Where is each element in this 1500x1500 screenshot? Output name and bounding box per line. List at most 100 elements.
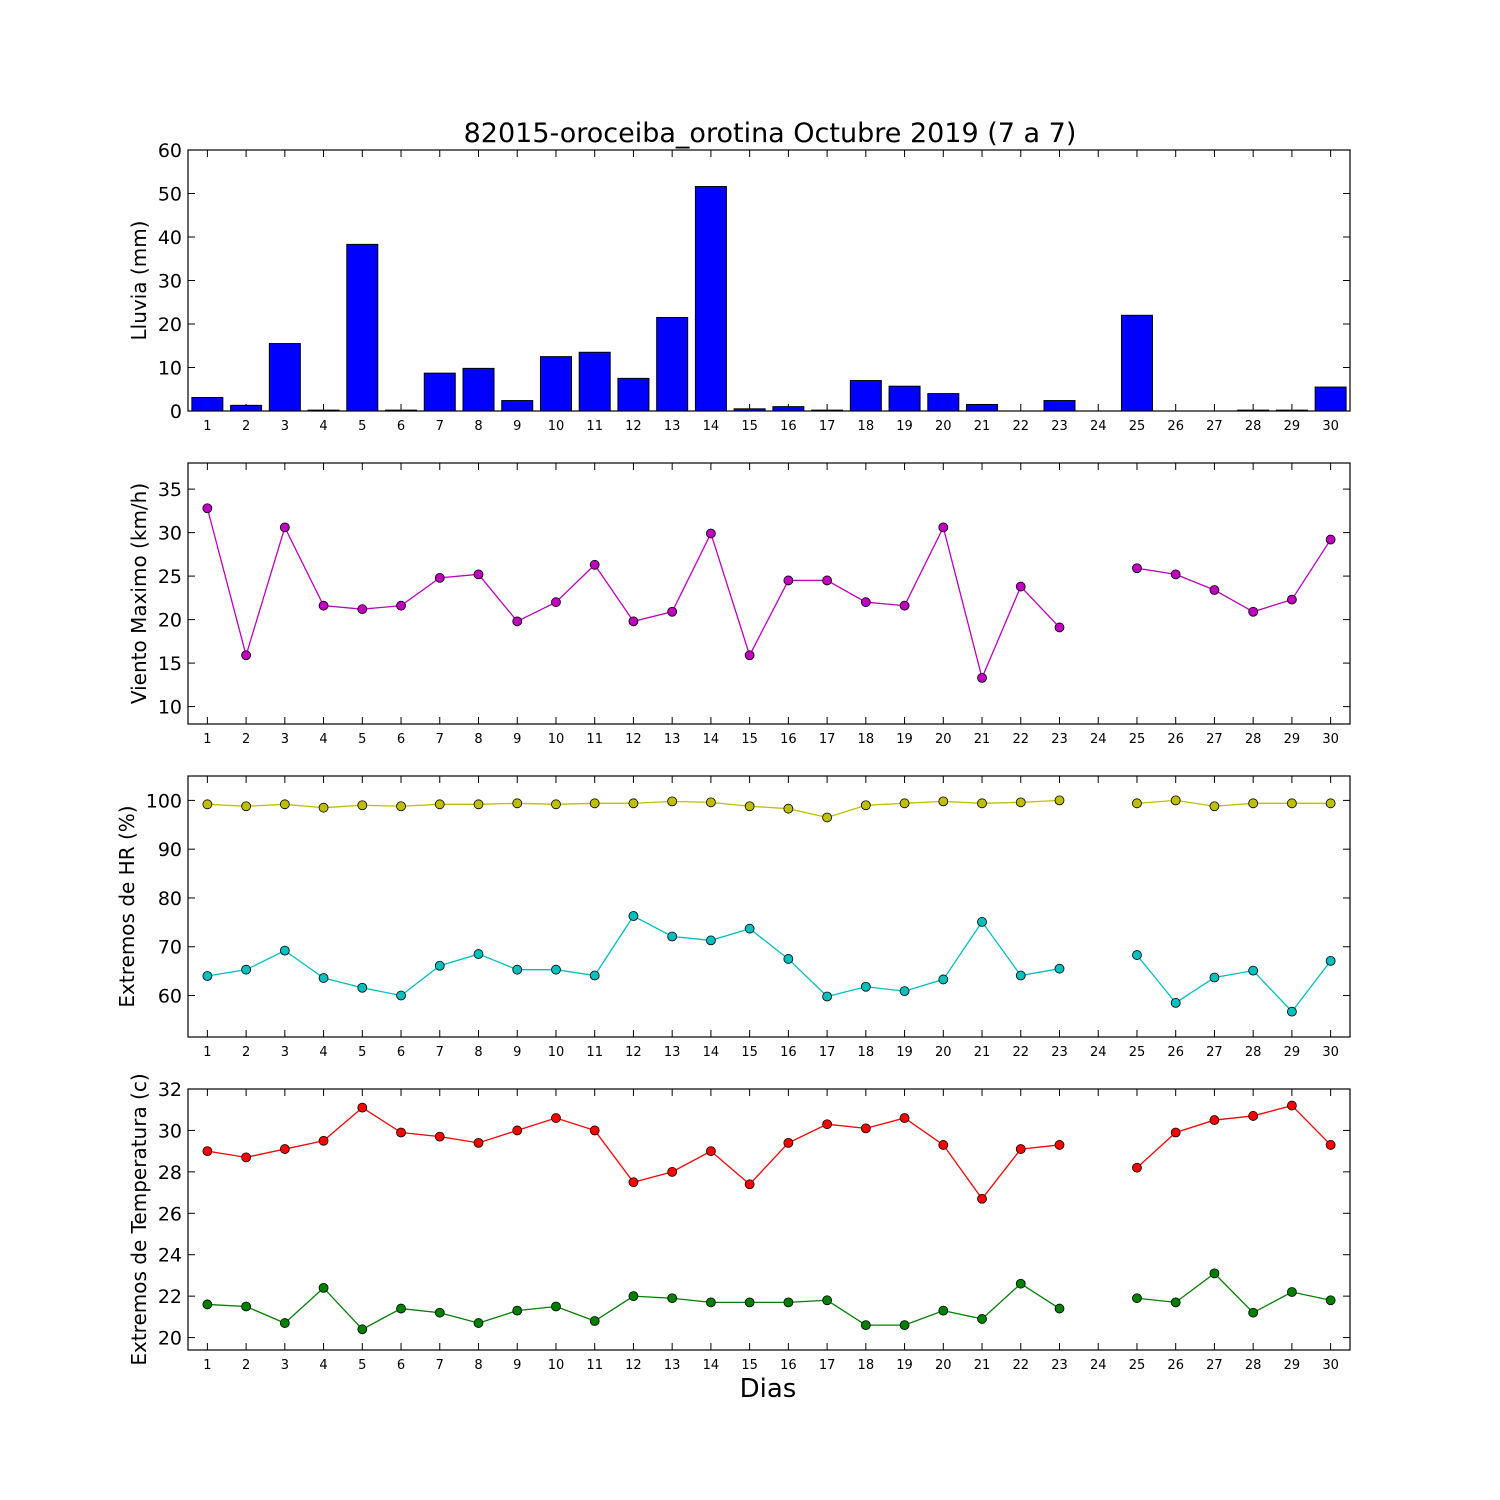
temp_max-point: [241, 1152, 252, 1163]
temp_min-point: [1132, 1293, 1142, 1304]
temp_min-point: [241, 1301, 252, 1312]
temp_max-point: [396, 1127, 406, 1138]
hr_min-point: [241, 964, 252, 975]
wind-point: [512, 616, 523, 627]
temp_min-point: [1248, 1307, 1259, 1318]
temp_min-point: [512, 1305, 523, 1316]
x-tick-label: 17: [819, 1358, 836, 1373]
hr_min-point: [473, 949, 484, 959]
hr_max-point: [241, 801, 252, 812]
x-tick-label: 23: [1051, 1045, 1068, 1060]
x-tick-label: 15: [741, 1358, 758, 1373]
x-tick-label: 12: [625, 1045, 642, 1060]
rain-bar: [1275, 409, 1308, 412]
temp_max-point: [977, 1193, 987, 1204]
axes-frame: [187, 462, 1351, 725]
hr_min-point: [1325, 955, 1336, 966]
rain-bar: [966, 403, 999, 412]
wind-point: [938, 522, 949, 533]
temp_max-point: [706, 1146, 716, 1157]
temp_max-point: [667, 1166, 678, 1177]
wind-point: [1170, 569, 1181, 580]
y-tick-label: 90: [158, 839, 182, 861]
hr_min-point: [551, 964, 561, 975]
x-tick-label: 27: [1206, 419, 1223, 434]
x-tick-label: 19: [896, 1358, 913, 1373]
hr_max-point: [202, 799, 213, 810]
y-tick-label: 30: [158, 271, 182, 293]
hr_max-point: [706, 797, 716, 808]
x-tick-label: 15: [741, 1045, 758, 1060]
temp_min-point: [744, 1297, 755, 1308]
hr_min-point: [1015, 970, 1026, 981]
hr_min-point: [977, 916, 987, 927]
x-tick-label: 7: [436, 419, 444, 434]
x-tick-label: 8: [474, 1358, 482, 1373]
y-tick-label: 24: [158, 1245, 182, 1267]
hr_max-point: [822, 812, 832, 823]
x-tick-label: 28: [1245, 1045, 1262, 1060]
wind-point: [1054, 622, 1065, 633]
x-tick-label: 22: [1012, 1358, 1029, 1373]
hr_max-point: [279, 799, 290, 810]
hr_max-point: [1132, 798, 1142, 809]
wind-point: [1287, 594, 1297, 605]
x-tick-label: 8: [474, 732, 482, 747]
temp_min-line: [207, 1282, 1060, 1331]
rain-bar: [656, 316, 689, 412]
temp_min-line: [1136, 1272, 1331, 1314]
rain-bar: [888, 385, 921, 412]
rain-bar: [1043, 400, 1076, 412]
temp_max-point: [318, 1135, 329, 1146]
temp_min-point: [1209, 1268, 1220, 1279]
temp_min-point: [822, 1295, 832, 1306]
x-tick-label: 9: [513, 1045, 521, 1060]
hr_min-point: [357, 982, 368, 993]
temp_min-point: [977, 1314, 987, 1324]
hr_max-point: [1170, 795, 1181, 806]
x-tick-label: 12: [625, 419, 642, 434]
rain-bar: [230, 404, 263, 412]
x-tick-label: 25: [1129, 419, 1146, 434]
hr_min-point: [279, 945, 290, 956]
wind-point: [1325, 534, 1336, 545]
y-tick-label: 35: [158, 479, 182, 501]
hr_max-point: [783, 803, 794, 814]
rain-bar: [1314, 386, 1347, 412]
hr_max-point: [589, 798, 600, 809]
temp_max-point: [434, 1131, 445, 1142]
x-tick-label: 6: [397, 732, 405, 747]
x-tick-label: 6: [397, 1358, 405, 1373]
x-tick-label: 14: [703, 1045, 720, 1060]
x-tick-label: 24: [1090, 732, 1107, 747]
x-tick-label: 7: [436, 1358, 444, 1373]
rain-bar: [462, 367, 495, 412]
x-tick-label: 29: [1284, 419, 1301, 434]
x-tick-label: 21: [974, 1045, 991, 1060]
temp_max-point: [279, 1144, 290, 1154]
hr_max-point: [318, 802, 329, 813]
x-tick-label: 23: [1051, 419, 1068, 434]
hr_max-point: [1015, 797, 1026, 808]
temp_max-point: [1325, 1140, 1336, 1150]
temp_max-point: [1054, 1140, 1065, 1150]
hr_min-point: [667, 931, 678, 942]
temp_max-point: [938, 1140, 949, 1150]
hr_min-point: [938, 974, 949, 985]
x-tick-label: 11: [586, 1045, 603, 1060]
temp_max-point: [822, 1119, 832, 1130]
x-tick-label: 25: [1129, 732, 1146, 747]
x-tick-label: 5: [358, 1358, 366, 1373]
hr_max-point: [667, 796, 678, 807]
rain-bar: [423, 372, 456, 412]
y-tick-label: 50: [158, 184, 182, 206]
x-tick-label: 13: [664, 1045, 681, 1060]
x-tick-label: 26: [1167, 732, 1184, 747]
x-tick-label: 13: [664, 732, 681, 747]
hr_max-point: [1248, 798, 1259, 809]
wind-point: [977, 672, 987, 683]
y-tick-label: 10: [158, 358, 182, 380]
temp_max-point: [473, 1137, 484, 1148]
